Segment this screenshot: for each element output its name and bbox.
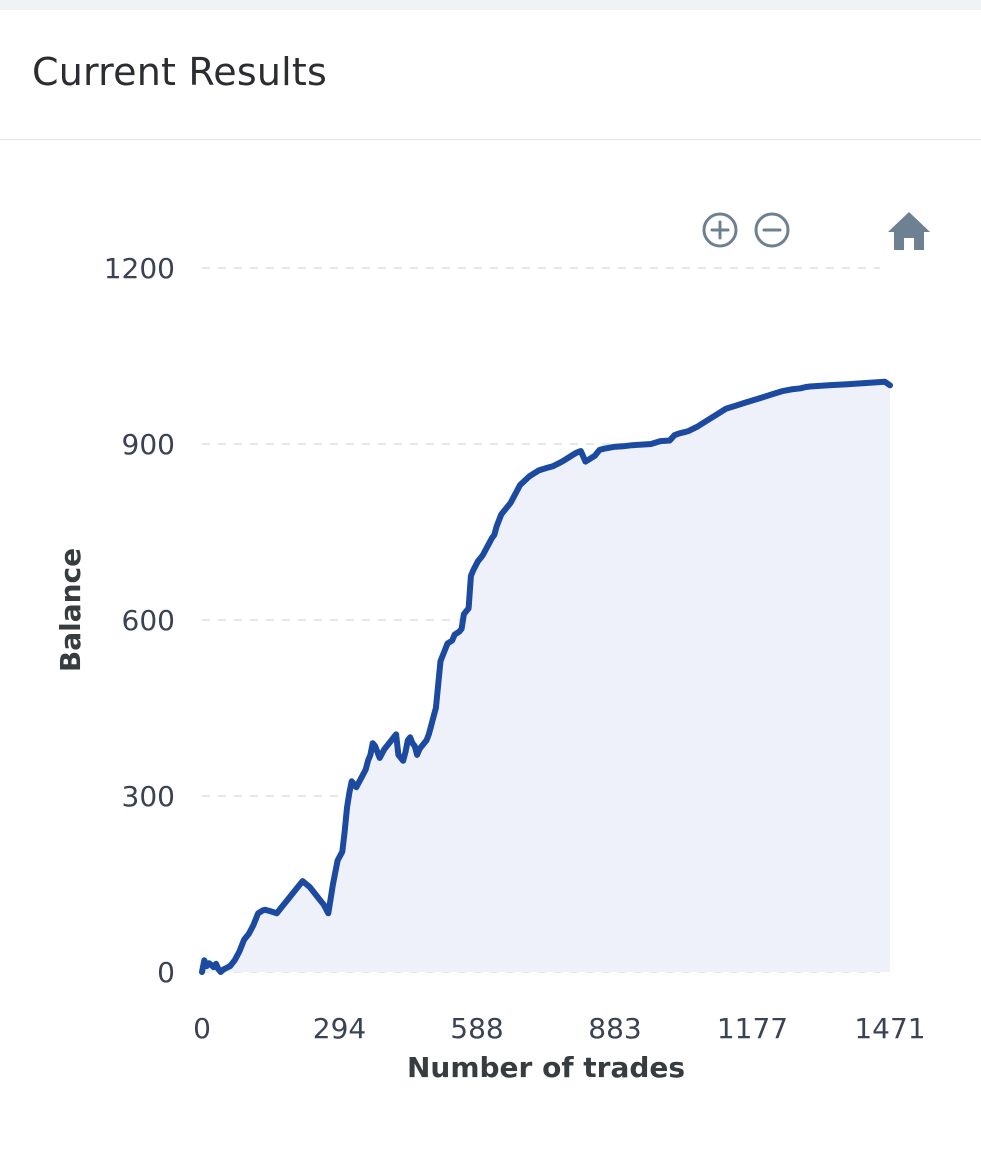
- x-tick-label: 0: [193, 1012, 211, 1045]
- x-tick-labels: 0 294 588 883 1177 1471: [193, 1012, 926, 1045]
- reset-zoom-button[interactable]: [888, 212, 930, 250]
- y-tick-label: 300: [122, 780, 175, 813]
- line-layer: [199, 378, 893, 975]
- minus-circle-icon: [754, 212, 790, 248]
- home-icon: [888, 212, 930, 250]
- zoom-in-button[interactable]: [702, 212, 738, 248]
- zoom-out-button[interactable]: [754, 212, 790, 248]
- y-axis-title: Balance: [54, 548, 87, 672]
- area-fill-layer: [202, 381, 890, 972]
- balance-chart: 0 300 600 900 1200 0 294 588 883 1177 1471 Number…: [54, 212, 930, 1084]
- card-header: Current Results: [0, 10, 981, 140]
- y-tick-label: 900: [122, 428, 175, 461]
- x-tick-label: 1177: [717, 1012, 788, 1045]
- x-tick-label: 588: [450, 1012, 503, 1045]
- card-title: Current Results: [32, 50, 328, 94]
- y-tick-labels: 0 300 600 900 1200: [104, 252, 175, 989]
- x-axis-title: Number of trades: [407, 1051, 685, 1084]
- balance-line: [199, 378, 893, 975]
- y-tick-label: 600: [122, 604, 175, 637]
- x-tick-label: 294: [313, 1012, 366, 1045]
- x-tick-label: 1471: [854, 1012, 925, 1045]
- balance-area: [202, 381, 890, 972]
- plus-circle-icon: [702, 212, 738, 248]
- y-tick-label: 0: [157, 956, 175, 989]
- top-strip: [0, 0, 981, 10]
- results-card: Current Results 0 300 600 900 1200 0 294 588 88…: [0, 10, 981, 1154]
- x-tick-label: 883: [588, 1012, 641, 1045]
- y-tick-label: 1200: [104, 252, 175, 285]
